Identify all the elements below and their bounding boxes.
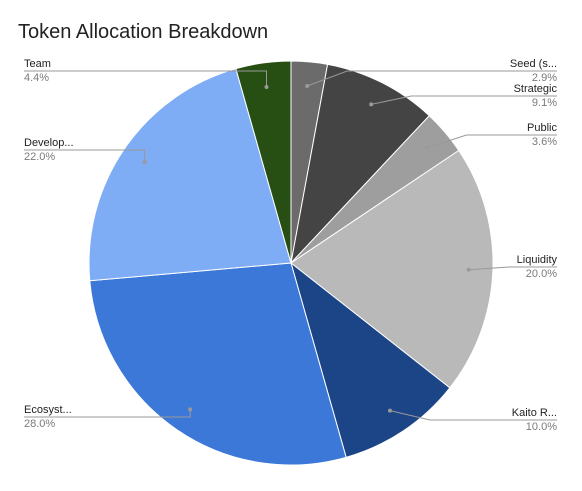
pie-slice[interactable] <box>88 68 292 282</box>
slice-labels: Seed (s... 2.9%Strategic 9.1% Public 3.6% Liq… <box>24 58 557 433</box>
pie-slice[interactable] <box>290 149 494 389</box>
slice-label: Team <box>24 58 51 70</box>
slice-label: Develop... <box>24 137 74 149</box>
slice-percent: 22.0% <box>24 151 55 163</box>
slice-label: Public <box>527 122 557 134</box>
leader-line <box>24 409 191 418</box>
slice-percent: 28.0% <box>24 418 55 430</box>
slice-percent: 20.0% <box>526 268 557 280</box>
leader-line <box>371 95 557 105</box>
chart-title: Token Allocation Breakdown <box>18 21 268 43</box>
slice-percent: 4.4% <box>24 72 49 84</box>
pie-slice[interactable] <box>235 60 292 264</box>
slice-percent: 3.6% <box>532 136 557 148</box>
pie-slice[interactable] <box>89 262 347 466</box>
slice-label: Ecosyst... <box>24 404 72 416</box>
leader-line <box>389 410 557 421</box>
leader-line <box>24 70 268 87</box>
pie-slices <box>88 60 494 466</box>
slice-label: Strategic <box>514 83 558 95</box>
pie-slice[interactable] <box>290 261 451 458</box>
leader-line <box>24 149 146 163</box>
slice-label: Liquidity <box>517 254 558 266</box>
leader-line <box>468 266 557 271</box>
leader-line <box>426 134 557 149</box>
slice-label: Kaito R... <box>512 407 557 419</box>
pie-slice[interactable] <box>290 63 430 265</box>
slice-percent: 10.0% <box>526 421 557 433</box>
slice-percent: 9.1% <box>532 97 557 109</box>
leader-line <box>306 70 557 87</box>
slice-label: Seed (s... <box>510 58 557 70</box>
slice-percent: 2.9% <box>532 72 557 84</box>
